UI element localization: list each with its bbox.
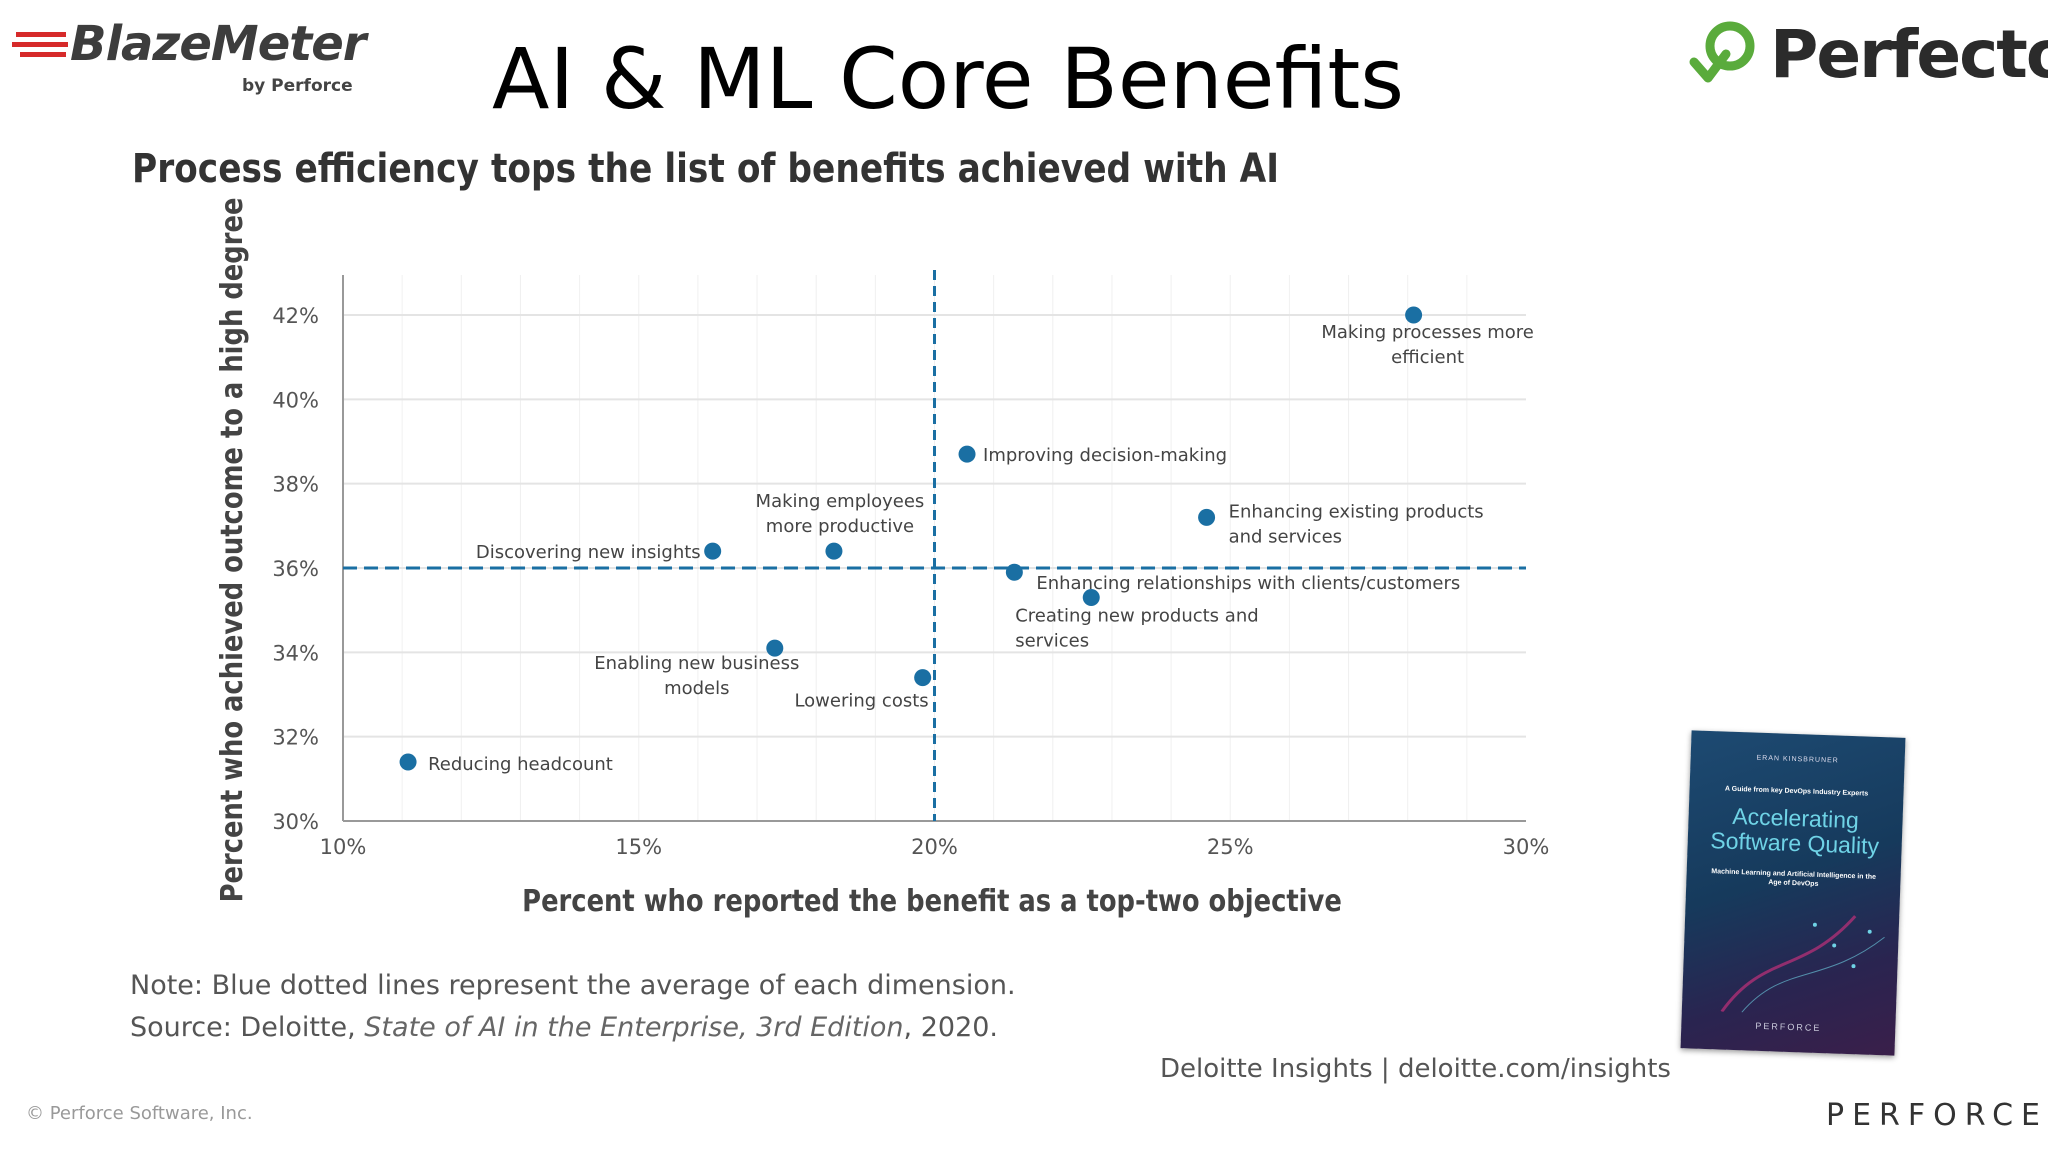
data-label: Enabling new business models — [594, 653, 799, 699]
data-point — [704, 542, 722, 560]
x-tick-label: 25% — [1207, 835, 1254, 859]
data-label-line: Enabling new business — [594, 653, 799, 674]
blazemeter-speed-icon — [12, 32, 68, 57]
data-label-line: efficient — [1391, 347, 1464, 368]
data-point — [914, 669, 932, 687]
chart-title: Process efficiency tops the list of bene… — [132, 146, 1280, 192]
data-label: Making employees more productive — [756, 491, 925, 537]
book-guide: A Guide from key DevOps Industry Experts — [1724, 785, 1869, 798]
source-prefix: Source: Deloitte, — [130, 1012, 365, 1043]
y-tick-label: 38% — [272, 473, 319, 497]
blazemeter-logo: BlazeMeter by Perforce — [12, 14, 366, 96]
book-brand: PERFORCE — [1755, 1020, 1822, 1034]
data-label-line: and services — [1229, 526, 1342, 547]
data-label-line: Enhancing relationships with clients/cus… — [1036, 573, 1460, 594]
y-tick-label: 40% — [272, 388, 319, 412]
deloitte-attribution: Deloitte Insights | deloitte.com/insight… — [1160, 1054, 1671, 1084]
chart-source: Source: Deloitte, State of AI in the Ent… — [130, 1012, 998, 1043]
book-title-line2: Software Quality — [1709, 827, 1880, 859]
x-tick-label: 20% — [911, 835, 958, 859]
data-label: Enhancing relationships with clients/cus… — [1036, 573, 1460, 594]
data-label: Reducing headcount — [428, 754, 613, 775]
y-axis-label: Percent who achieved outcome to a high d… — [214, 198, 249, 903]
book-network-graphic — [1720, 915, 1885, 1013]
source-suffix: , 2020. — [903, 1012, 999, 1043]
blazemeter-logo-subtext: by Perforce — [242, 76, 353, 96]
average-lines — [343, 270, 1526, 821]
tick-labels: 10% 15% 20% 25% 30% 30% 32% 34% 36% 38% 40% 42% — [272, 304, 1549, 859]
chart-note: Note: Blue dotted lines represent the av… — [130, 970, 1016, 1001]
book-tagline: Machine Learning and Artificial Intellig… — [1711, 868, 1877, 888]
perforce-logo-text: PERFORCE — [1826, 1098, 2048, 1133]
data-point — [825, 542, 843, 560]
perfecto-logo: Perfecto — [1686, 16, 2048, 96]
source-title: State of AI in the Enterprise, 3rd Editi… — [364, 1012, 904, 1043]
data-point — [766, 639, 784, 657]
data-label-line: Making employees — [756, 491, 925, 512]
data-label: Discovering new insights — [476, 542, 701, 563]
book-title: Accelerating Software Quality — [1687, 802, 1903, 859]
y-tick-label: 30% — [272, 810, 319, 834]
data-point — [1005, 563, 1023, 581]
data-label-line: more productive — [766, 516, 914, 537]
data-label-line: services — [1015, 631, 1089, 652]
page-title: AI & ML Core Benefits — [492, 30, 1405, 128]
y-tick-label: 34% — [272, 641, 319, 665]
data-label-line: Discovering new insights — [476, 542, 701, 563]
data-label-line: Making processes more — [1321, 322, 1534, 343]
data-label-line: Enhancing existing products — [1229, 501, 1484, 522]
data-label: Enhancing existing products and services — [1229, 501, 1484, 547]
data-point — [958, 445, 976, 463]
y-tick-label: 36% — [272, 557, 319, 581]
perfecto-logo-text: Perfecto — [1770, 16, 2048, 93]
data-labels: Making processes more efficient Improving … — [428, 322, 1534, 775]
x-tick-label: 10% — [320, 835, 367, 859]
x-tick-label: 15% — [615, 835, 662, 859]
y-tick-label: 42% — [272, 304, 319, 328]
data-label-line: models — [664, 678, 729, 699]
book-author: ERAN KINSBRUNER — [1756, 754, 1839, 765]
data-label: Creating new products and services — [1015, 606, 1258, 652]
blazemeter-logo-text: BlazeMeter — [70, 16, 366, 72]
perfecto-check-icon — [1689, 21, 1755, 83]
data-label: Making processes more efficient — [1321, 322, 1534, 368]
copyright-text: © Perforce Software, Inc. — [26, 1103, 253, 1124]
data-point — [1082, 589, 1100, 607]
book-cover-image: ERAN KINSBRUNER A Guide from key DevOps … — [1680, 730, 1906, 1056]
data-label-line: Creating new products and — [1015, 606, 1258, 627]
x-tick-label: 30% — [1503, 835, 1550, 859]
data-label: Lowering costs — [794, 691, 928, 712]
data-label-line: Reducing headcount — [428, 754, 613, 775]
data-label-line: Lowering costs — [794, 691, 928, 712]
data-point — [1198, 508, 1216, 526]
x-axis-label: Percent who reported the benefit as a to… — [522, 883, 1342, 918]
data-label-line: Improving decision-making — [983, 445, 1227, 466]
data-points — [399, 306, 1423, 771]
data-point — [1405, 306, 1423, 324]
data-point — [399, 753, 417, 771]
data-label: Improving decision-making — [983, 445, 1227, 466]
y-tick-label: 32% — [272, 726, 319, 750]
